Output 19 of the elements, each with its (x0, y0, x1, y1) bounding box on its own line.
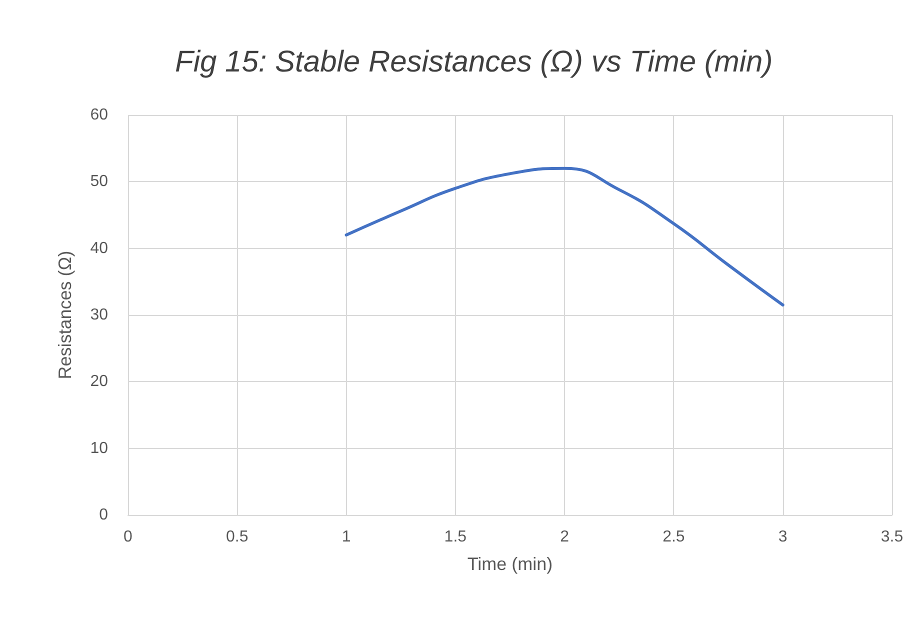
x-tick-label: 2.5 (662, 528, 685, 546)
x-tick-label: 0.5 (226, 528, 248, 546)
x-tick-label: 3.5 (880, 528, 904, 546)
y-tick-label: 10 (90, 440, 108, 457)
y-axis-title: Resistances (Ω) (55, 250, 75, 380)
y-tick-label: 60 (90, 106, 108, 124)
x-tick-label: 1 (342, 528, 351, 546)
x-tick-label: 2 (560, 528, 570, 546)
y-tick-label: 50 (90, 173, 108, 190)
y-tick-label: 20 (90, 373, 108, 390)
x-tick-label: 0 (124, 528, 133, 546)
y-tick-label: 30 (90, 306, 108, 324)
y-tick-label: 40 (90, 240, 108, 257)
x-axis-title: Time (min) (467, 554, 553, 574)
x-tick-label: 3 (778, 528, 788, 546)
y-tick-label: 0 (99, 506, 108, 524)
x-tick-label: 1.5 (444, 528, 467, 546)
line-series (344, 166, 784, 306)
chart-title: Fig 15: Stable Resistances (Ω) vs Time (min) (175, 46, 773, 78)
